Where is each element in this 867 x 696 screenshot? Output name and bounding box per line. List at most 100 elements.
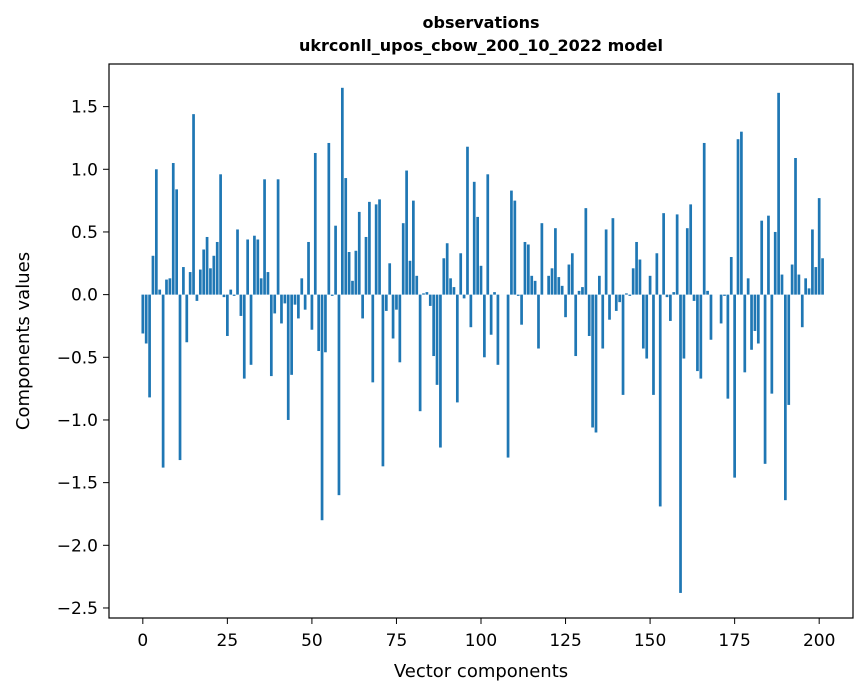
bar-92 (452, 287, 456, 295)
bar-51 (313, 152, 317, 295)
bar-176 (736, 139, 740, 295)
bar-108 (506, 294, 510, 458)
bar-171 (719, 294, 723, 324)
bar-172 (723, 294, 726, 296)
bar-82 (418, 294, 422, 412)
bar-27 (232, 294, 236, 296)
bar-158 (675, 214, 679, 295)
bar-93 (455, 294, 459, 403)
bar-59 (340, 87, 344, 295)
bar-162 (689, 204, 693, 295)
bar-142 (621, 294, 625, 395)
bar-121 (550, 268, 554, 295)
bar-53 (320, 294, 324, 521)
y-tick-label: 0.0 (71, 286, 98, 306)
bar-130 (581, 287, 584, 295)
bar-134 (594, 294, 598, 433)
y-tick-label: −2.0 (57, 536, 98, 556)
bar-147 (638, 259, 642, 295)
bar-188 (777, 92, 780, 295)
bar-154 (662, 213, 665, 295)
bar-64 (357, 211, 361, 295)
bar-36 (263, 179, 266, 295)
bar-85 (428, 294, 432, 306)
bar-151 (652, 294, 655, 395)
bar-5 (158, 289, 162, 295)
bar-140 (614, 294, 618, 311)
bar-89 (442, 258, 446, 295)
x-axis-ticks: 0 25 50 75 100 125 150 175 200 (137, 618, 835, 651)
bar-196 (804, 278, 808, 295)
bar-180 (750, 294, 753, 350)
bar-43 (286, 294, 290, 420)
bar-128 (574, 294, 578, 357)
bar-116 (533, 280, 537, 295)
x-tick-label: 25 (217, 631, 239, 651)
bar-24 (222, 294, 226, 298)
bar-184 (763, 294, 767, 464)
bar-22 (215, 241, 219, 295)
bar-78 (405, 170, 408, 295)
bar-67 (368, 201, 371, 295)
bar-164 (696, 294, 699, 372)
bar-16 (195, 294, 199, 301)
bar-84 (425, 292, 429, 295)
bar-114 (526, 244, 530, 295)
bar-157 (672, 292, 676, 295)
bar-127 (570, 253, 574, 295)
bar-139 (611, 218, 615, 295)
bar-26 (229, 289, 233, 295)
bar-83 (422, 293, 425, 295)
bar-155 (665, 294, 669, 298)
bar-191 (787, 294, 791, 405)
bar-182 (756, 294, 760, 344)
bar-86 (432, 294, 436, 357)
bar-62 (351, 280, 354, 295)
bar-52 (317, 294, 321, 352)
x-tick-label: 150 (634, 631, 666, 651)
bar-181 (753, 294, 757, 331)
bar-33 (253, 235, 256, 295)
bar-149 (645, 294, 649, 359)
bar-110 (513, 200, 517, 295)
bar-187 (773, 231, 777, 295)
bar-94 (459, 253, 463, 295)
x-tick-label: 50 (301, 631, 323, 651)
bar-25 (226, 294, 229, 336)
x-tick-label: 175 (718, 631, 750, 651)
bar-197 (807, 288, 811, 295)
bar-42 (283, 294, 287, 304)
bar-160 (682, 294, 686, 359)
bar-99 (476, 216, 479, 295)
bar-161 (685, 228, 689, 295)
bar-173 (726, 294, 730, 399)
bar-163 (692, 294, 696, 301)
bar-18 (202, 249, 206, 295)
bar-13 (185, 294, 189, 343)
bar-30 (242, 294, 246, 379)
bar-40 (276, 179, 280, 295)
bar-41 (280, 294, 283, 324)
bar-48 (303, 294, 307, 310)
bar-105 (496, 294, 500, 365)
bar-178 (743, 294, 747, 373)
bar-179 (746, 278, 750, 295)
bar-8 (168, 278, 172, 295)
bar-76 (398, 294, 402, 363)
bar-60 (344, 178, 348, 295)
bar-71 (381, 294, 385, 467)
bar-183 (760, 220, 764, 295)
bar-55 (327, 142, 331, 295)
bar-29 (239, 294, 243, 316)
bar-104 (493, 292, 496, 295)
bar-2 (148, 294, 151, 398)
bar-112 (520, 294, 523, 325)
bar-69 (374, 204, 378, 295)
y-tick-label: −1.5 (57, 474, 98, 494)
bar-113 (523, 241, 527, 295)
bar-49 (307, 241, 310, 295)
bar-87 (435, 294, 439, 385)
bar-70 (378, 199, 381, 295)
bar-146 (635, 241, 638, 295)
